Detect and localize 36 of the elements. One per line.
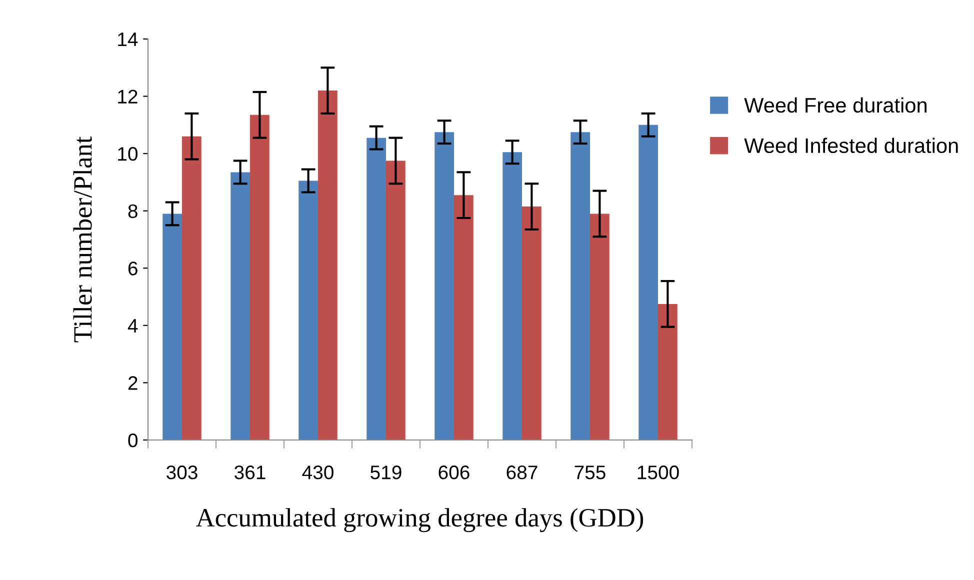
bar <box>434 132 454 440</box>
legend-label: Weed Free duration <box>744 97 926 113</box>
y-tick-label: 10 <box>118 147 138 161</box>
x-tick-label: 519 <box>370 466 402 480</box>
x-tick-label: 687 <box>506 466 538 480</box>
bar <box>250 114 270 440</box>
x-tick-label: 755 <box>574 466 606 480</box>
y-tick-label: 2 <box>128 376 138 390</box>
bar <box>502 152 522 440</box>
bar <box>590 214 610 440</box>
x-tick-label: 430 <box>302 466 334 480</box>
y-tick-label: 14 <box>118 32 138 46</box>
bar <box>658 304 678 440</box>
y-tick-label: 4 <box>128 319 138 332</box>
x-tick-label: 606 <box>438 466 470 480</box>
y-tick-label: 12 <box>118 90 138 104</box>
y-axis-title: Tiller number/Plant <box>73 136 92 342</box>
bar <box>230 172 250 440</box>
bar <box>182 136 202 440</box>
bar <box>298 180 318 440</box>
bar <box>570 132 590 440</box>
x-tick-label: 361 <box>234 466 266 480</box>
bar <box>522 206 542 440</box>
bar <box>386 160 406 440</box>
y-tick-label: 8 <box>128 204 138 218</box>
bar <box>162 214 182 440</box>
x-tick-label: 1500 <box>638 466 679 480</box>
y-tick-label: 0 <box>128 433 138 448</box>
x-axis-title: Accumulated growing degree days (GDD) <box>196 508 644 532</box>
bar <box>638 124 658 440</box>
y-tick-label: 6 <box>128 262 138 276</box>
bar <box>318 90 338 440</box>
bar <box>454 195 474 440</box>
bar <box>366 138 386 440</box>
x-tick-label: 303 <box>166 466 198 480</box>
legend-label: Weed Infested duration <box>744 138 958 154</box>
